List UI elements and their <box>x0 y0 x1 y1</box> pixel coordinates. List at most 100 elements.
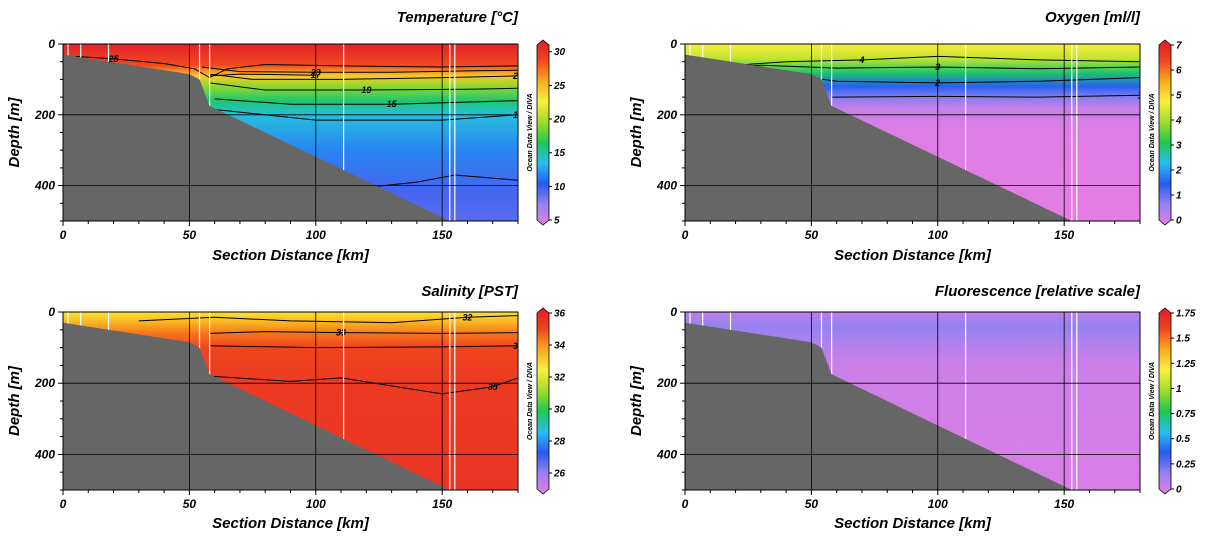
contour-line <box>209 82 518 91</box>
contour-label: 19 <box>361 85 371 95</box>
contour-line <box>209 345 518 349</box>
y-tick-label: 400 <box>656 179 677 193</box>
contour-label: 2 <box>934 78 940 88</box>
plot-area: 4321 <box>685 44 1142 221</box>
x-axis-label: Section Distance [km] <box>834 515 992 532</box>
plot-area: 32 33 34 35 <box>63 312 518 490</box>
colorbar-tick-label: 5 <box>1176 91 1182 102</box>
contour-label: 15 <box>387 99 398 109</box>
y-tick-label: 200 <box>656 108 677 122</box>
chart-title: Fluorescence [relative scale] <box>935 283 1141 300</box>
colorbar-tick-label: 3 <box>1176 141 1182 152</box>
y-tick-label: 200 <box>34 108 55 122</box>
x-axis-label: Section Distance [km] <box>212 247 370 264</box>
y-tick-label: 200 <box>34 376 55 390</box>
contour-line <box>138 315 518 324</box>
colorbar-tick-label: 10 <box>554 182 566 193</box>
colorbar-tick-label: 1.5 <box>1176 334 1190 345</box>
contour-line <box>209 375 518 395</box>
panel-2: 32 33 34 35 0 50 100 150 0 200 400 Salinity [PST] Se… <box>6 283 566 532</box>
contour-line <box>209 331 518 334</box>
colorbar-tick-label: 0 <box>1176 485 1182 496</box>
colorbar-tick-label: 1 <box>1176 384 1182 395</box>
x-tick-label: 50 <box>805 497 819 511</box>
seafloor <box>685 322 1072 490</box>
y-tick-label: 0 <box>670 37 677 51</box>
contour-label: 1 <box>1137 90 1142 100</box>
colorbar-tick-label: 0.5 <box>1176 434 1190 445</box>
colorbar-tick-label: 32 <box>554 373 566 384</box>
colorbar-tick-label: 28 <box>553 437 566 448</box>
colorbar <box>1158 39 1172 226</box>
contour-label: 17 <box>311 70 322 80</box>
contour-label: 21 <box>512 71 523 81</box>
x-tick-label: 150 <box>432 497 452 511</box>
contour-line <box>209 73 518 80</box>
x-tick-label: 100 <box>306 228 326 242</box>
colorbar <box>536 39 550 226</box>
seafloor <box>63 322 450 490</box>
y-tick-label: 0 <box>670 305 677 319</box>
x-tick-label: 100 <box>928 497 948 511</box>
x-tick-label: 0 <box>60 228 67 242</box>
chart-title: Oxygen [ml/l] <box>1045 9 1141 26</box>
contour-line <box>201 66 518 73</box>
y-axis-label: Depth [m] <box>6 365 23 436</box>
colorbar-tick-label: 6 <box>1176 66 1182 77</box>
credit-text: Ocean Data View / DIVA <box>527 362 534 440</box>
colorbar-tick-label: 0.75 <box>1176 409 1196 420</box>
x-axis-label: Section Distance [km] <box>212 515 370 532</box>
colorbar-tick-label: 30 <box>554 47 566 58</box>
contour-label: 33 <box>336 328 346 338</box>
seafloor <box>63 54 450 221</box>
panel-0: 252321191715130501001500200400Temperatur… <box>6 9 566 264</box>
colorbar-tick-label: 5 <box>554 216 560 227</box>
y-axis-label: Depth [m] <box>6 97 23 168</box>
colorbar-tick-label: 30 <box>554 405 566 416</box>
contour-label: 32 <box>462 312 472 322</box>
colorbar-tick-label: 36 <box>554 309 566 320</box>
x-tick-label: 150 <box>1054 228 1074 242</box>
colorbar-tick-label: 25 <box>553 81 566 92</box>
x-tick-label: 0 <box>682 228 689 242</box>
chart-title: Temperature [°C] <box>397 9 519 26</box>
y-tick-label: 0 <box>48 37 55 51</box>
x-tick-label: 150 <box>432 228 452 242</box>
x-axis-label: Section Distance [km] <box>834 247 992 264</box>
colorbar-tick-label: 1 <box>1176 191 1182 202</box>
seafloor <box>685 54 1072 221</box>
contour-line <box>75 55 518 79</box>
x-tick-label: 50 <box>183 228 197 242</box>
contour-label: 25 <box>108 54 120 64</box>
y-tick-label: 0 <box>48 305 55 319</box>
contour-label: 4 <box>858 55 864 65</box>
plot-area: 25232119171513 <box>63 44 523 221</box>
colorbar <box>536 307 550 495</box>
x-tick-label: 0 <box>682 497 689 511</box>
colorbar-tick-label: 34 <box>554 341 566 352</box>
x-tick-label: 50 <box>805 228 819 242</box>
colorbar-tick-label: 4 <box>1175 116 1182 127</box>
colorbar-tick-label: 0 <box>1176 216 1182 227</box>
x-tick-label: 0 <box>60 497 67 511</box>
contour-line <box>209 73 316 77</box>
y-tick-label: 400 <box>34 179 55 193</box>
contour-label: 35 <box>488 382 499 392</box>
colorbar-tick-label: 2 <box>1175 166 1182 177</box>
credit-text: Ocean Data View / DIVA <box>1149 362 1156 440</box>
contour-line <box>831 94 1140 98</box>
y-axis-label: Depth [m] <box>628 365 645 436</box>
colorbar-tick-label: 26 <box>553 469 566 480</box>
y-tick-label: 400 <box>656 447 677 461</box>
colorbar-tick-label: 15 <box>554 148 566 159</box>
colorbar-tick-label: 20 <box>553 115 566 126</box>
colorbar-tick-label: 1.75 <box>1176 309 1196 320</box>
x-tick-label: 150 <box>1054 497 1074 511</box>
colorbar-tick-label: 1.25 <box>1176 359 1196 370</box>
x-tick-label: 50 <box>183 497 197 511</box>
colorbar-tick-label: 7 <box>1176 41 1182 52</box>
chart-title: Salinity [PST] <box>421 283 519 300</box>
panel-3: 0 50 100 150 0 200 400 Fluorescence [relative s… <box>628 283 1196 532</box>
